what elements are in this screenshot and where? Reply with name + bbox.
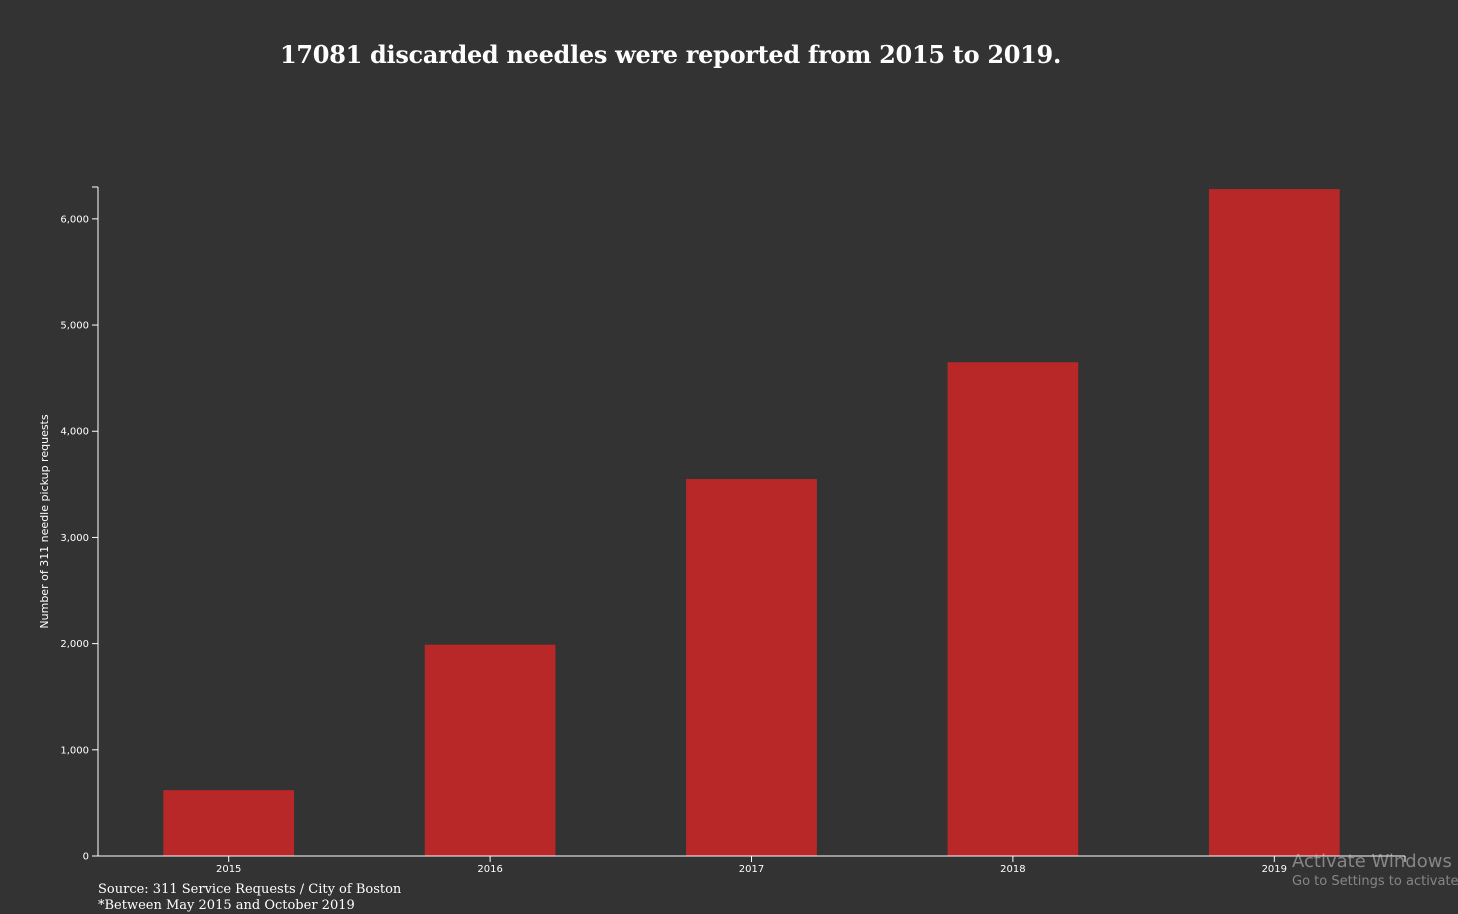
- bar-2016: [424, 644, 556, 856]
- x-tick-label: 2018: [1000, 864, 1025, 875]
- bar-2019: [1208, 189, 1340, 857]
- y-tick-label: 6,000: [60, 214, 89, 225]
- chart-title: 17081 discarded needles were reported fr…: [280, 40, 1062, 69]
- bar-2018: [947, 362, 1079, 856]
- y-tick-label: 0: [83, 852, 89, 863]
- x-tick-label: 2016: [477, 864, 502, 875]
- x-tick-label: 2015: [216, 864, 241, 875]
- source-line: Source: 311 Service Requests / City of B…: [98, 882, 402, 897]
- watermark-title: Activate Windows: [1292, 851, 1452, 872]
- y-tick-label: 2,000: [60, 639, 89, 650]
- y-axis-label: Number of 311 needle pickup requests: [38, 414, 51, 628]
- bars-group: [163, 189, 1340, 857]
- y-tick-label: 3,000: [60, 533, 89, 544]
- bar-2017: [686, 479, 817, 856]
- source-note: Source: 311 Service Requests / City of B…: [98, 882, 401, 914]
- bar-2015: [163, 790, 295, 856]
- source-footnote: *Between May 2015 and October 2019: [98, 898, 355, 913]
- y-axis: 0 1,000 2,000 3,000 4,000 5,000 6,000: [60, 186, 99, 863]
- y-tick-label: 5,000: [60, 321, 89, 332]
- x-axis: 2015 2016 2017 2018 2019: [98, 855, 1406, 875]
- watermark-subtitle: Go to Settings to activate Windows.: [1292, 874, 1458, 889]
- y-tick-label: 1,000: [60, 745, 89, 756]
- windows-activation-watermark: Activate Windows Go to Settings to activ…: [1292, 851, 1458, 889]
- x-tick-label: 2019: [1262, 864, 1287, 875]
- y-tick-label: 4,000: [60, 427, 89, 438]
- x-tick-label: 2017: [739, 864, 764, 875]
